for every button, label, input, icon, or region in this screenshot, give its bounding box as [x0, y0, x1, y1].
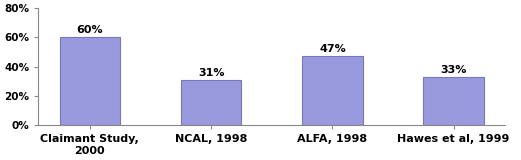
Bar — [302, 56, 363, 125]
Bar — [181, 80, 241, 125]
Text: 33%: 33% — [440, 65, 467, 75]
Bar — [424, 77, 484, 125]
Text: 47%: 47% — [319, 44, 346, 54]
Text: 31%: 31% — [198, 68, 225, 78]
Text: 60%: 60% — [77, 25, 103, 35]
Bar — [59, 37, 120, 125]
